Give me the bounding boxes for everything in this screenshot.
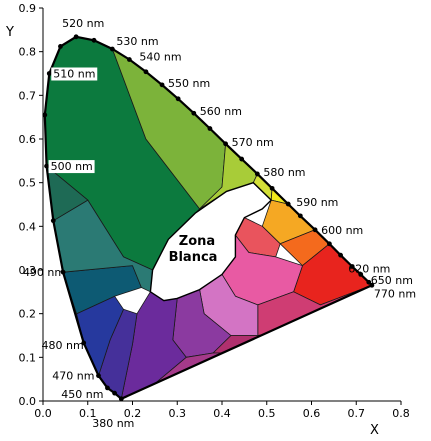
locus-point	[105, 385, 110, 391]
locus-point	[223, 141, 228, 147]
locus-point	[159, 82, 165, 88]
x-axis-label: X	[370, 423, 379, 438]
locus-point	[118, 396, 124, 402]
y-tick-label: 0.3	[19, 264, 37, 277]
y-tick-label: 0.4	[19, 220, 37, 233]
locus-point	[285, 201, 291, 207]
wavelength-label: 570 nm	[232, 136, 274, 149]
y-tick-label: 0.6	[19, 133, 37, 146]
locus-point	[349, 264, 355, 269]
locus-point	[191, 110, 197, 116]
locus-point	[42, 112, 48, 118]
y-tick-label: 0.0	[19, 395, 37, 408]
x-tick-label: 0.2	[124, 407, 142, 420]
locus-point	[126, 57, 132, 62]
locus-point	[58, 44, 63, 49]
locus-point	[207, 126, 213, 131]
locus-point	[81, 340, 87, 346]
x-tick-label: 0.7	[348, 407, 366, 420]
wavelength-label: 590 nm	[296, 196, 338, 209]
y-tick-label: 0.7	[19, 89, 37, 102]
locus-point	[327, 241, 332, 247]
wavelength-label-bg	[51, 67, 98, 81]
locus-point	[297, 213, 303, 219]
white-zone	[149, 181, 273, 302]
locus-point	[338, 252, 343, 258]
wavelength-label: 600 nm	[321, 224, 363, 237]
locus-point	[112, 390, 117, 396]
wavelength-label: 380 nm	[92, 417, 134, 430]
locus-point	[358, 271, 364, 277]
white-zone-label-line2: Blanca	[169, 250, 218, 265]
spectral-locus-outline	[43, 35, 374, 401]
x-tick-label: 0.5	[258, 407, 276, 420]
wavelength-label-bg	[48, 160, 95, 174]
locus-point	[96, 373, 101, 379]
wavelength-label: 560 nm	[200, 105, 242, 118]
locus-point	[312, 227, 318, 233]
locus-point	[50, 218, 56, 224]
locus-point	[254, 171, 260, 177]
wavelength-label: 540 nm	[139, 51, 181, 64]
wavelength-label: 650 nm	[371, 274, 413, 287]
wavelength-label: 550 nm	[168, 77, 210, 90]
y-tick-label: 0.9	[19, 2, 37, 15]
x-tick-label: 0.3	[169, 407, 187, 420]
locus-point	[239, 156, 245, 162]
wavelength-label: 520 nm	[62, 17, 104, 30]
wavelength-labels: 520 nm 530 nm 540 nm 550 nm 560 nm 570 nm 580 …	[23, 17, 416, 430]
wavelength-markers	[42, 34, 375, 402]
locus-point	[46, 71, 52, 76]
wavelength-label: 470 nm	[52, 370, 94, 383]
y-axis-label: Y	[5, 25, 14, 40]
locus-point	[91, 37, 97, 43]
wavelength-label: 580 nm	[263, 166, 305, 179]
locus-point	[44, 163, 49, 169]
wavelength-label: 500 nm	[51, 160, 93, 173]
wavelength-label: 480 nm	[42, 339, 84, 352]
wavelength-label: 510 nm	[53, 68, 95, 81]
wavelength-label: 450 nm	[61, 388, 103, 401]
y-tick-label: 0.8	[19, 46, 37, 59]
locus-point	[269, 185, 275, 191]
x-tick-label: 0.6	[303, 407, 321, 420]
x-tick-label: 0.1	[79, 407, 97, 420]
axes: 0.0 0.1 0.2 0.3 0.4 0.5 0.6 0.7 0.8 0.0 0.1 0.2 0.3 0…	[19, 2, 410, 420]
locus-point	[143, 69, 149, 75]
locus-point	[109, 46, 115, 52]
wavelength-label: 770 nm	[374, 287, 416, 300]
locus-point	[369, 282, 375, 288]
y-tick-label: 0.2	[19, 308, 37, 321]
locus-point	[366, 279, 372, 285]
wavelength-label: 530 nm	[116, 35, 158, 48]
y-tick-label: 0.1	[19, 351, 37, 364]
x-tick-label: 0.0	[34, 407, 52, 420]
x-tick-label: 0.4	[213, 407, 231, 420]
wavelength-label: 490 nm	[23, 266, 65, 279]
locus-point	[175, 96, 181, 102]
x-tick-label: 0.8	[392, 407, 410, 420]
white-zone-label-line1: Zona	[179, 234, 215, 249]
locus-point	[73, 34, 79, 40]
locus-point	[60, 269, 66, 275]
wavelength-label: 620 nm	[348, 263, 390, 276]
y-tick-label: 0.5	[19, 177, 37, 190]
